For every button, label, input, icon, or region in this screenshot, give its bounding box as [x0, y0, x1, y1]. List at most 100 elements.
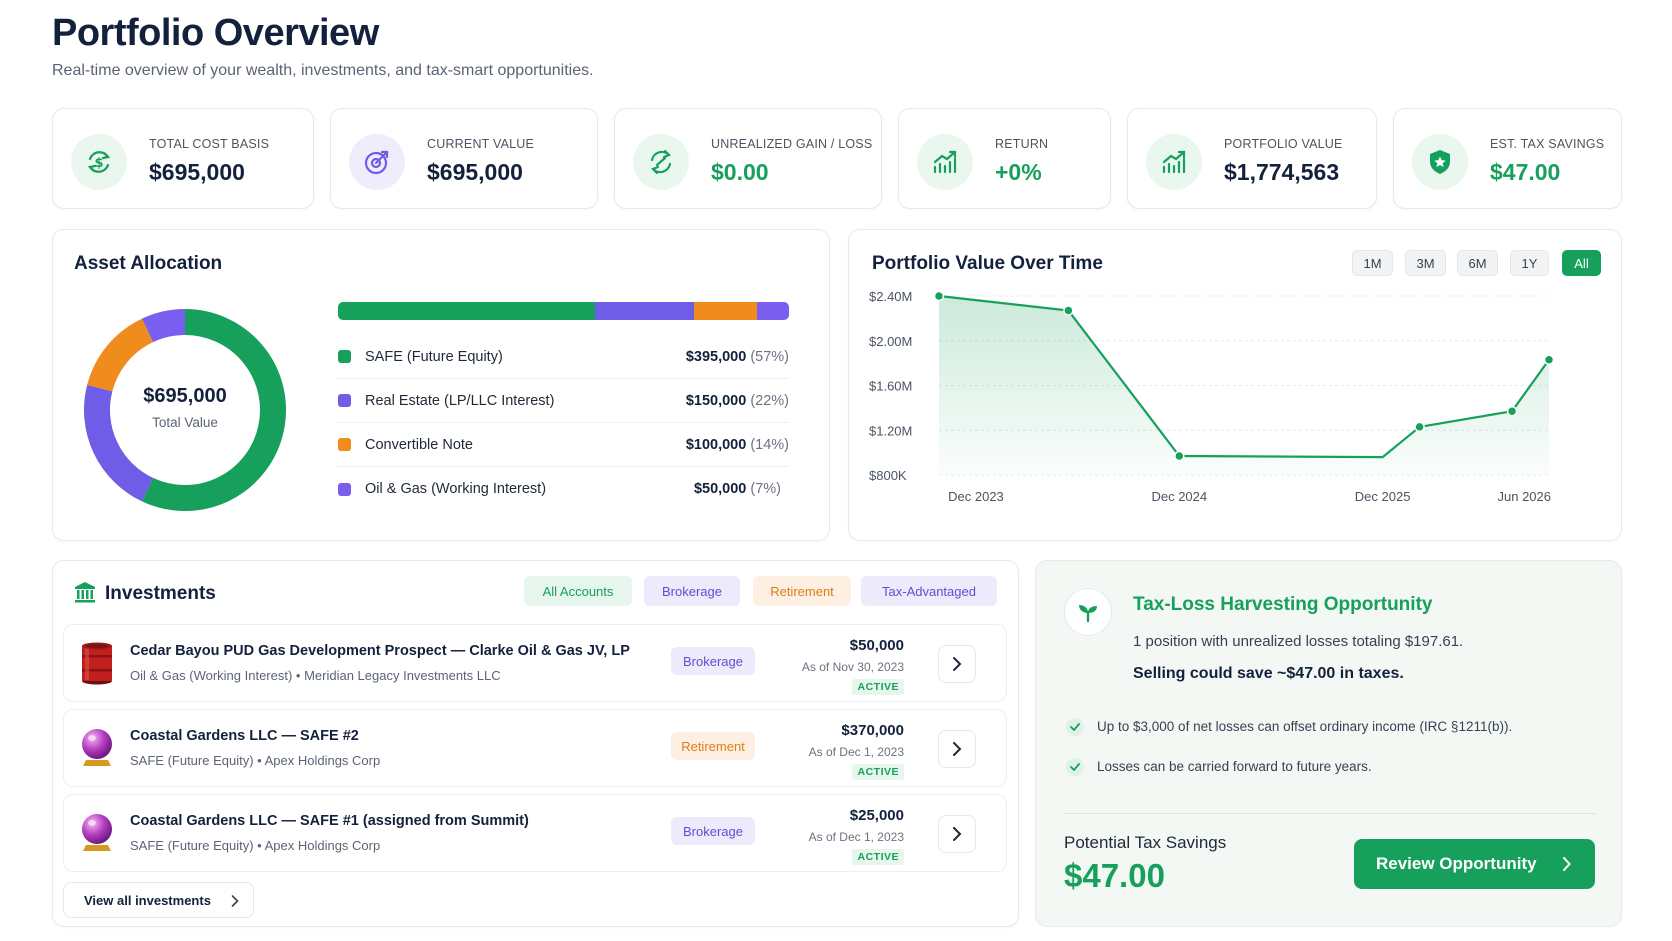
y-tick-label: $2.00M [869, 334, 912, 349]
allocation-value: $100,000 [685, 436, 747, 453]
y-tick-label: $2.40M [869, 289, 912, 304]
account-tag: Brokerage [671, 817, 755, 845]
allocation-value: $50,000 [693, 481, 747, 497]
range-button-3m[interactable]: 3M [1405, 250, 1446, 276]
tax-card-loss-summary: 1 position with unrealized losses totali… [1133, 633, 1464, 650]
data-point [1506, 405, 1518, 417]
stat-value: +0% [995, 159, 1042, 185]
stat-value: $1,774,563 [1224, 159, 1340, 185]
view-all-investments-button[interactable]: View all investments [63, 882, 254, 918]
stat-label: EST. TAX SAVINGS [1490, 137, 1605, 151]
allocation-pct: (14%) [750, 436, 789, 453]
investment-date: As of Dec 1, 2023 [808, 830, 904, 844]
data-point [1414, 421, 1425, 433]
trend-up-chart-icon [1146, 134, 1202, 190]
allocation-value: $395,000 [685, 348, 747, 365]
legend-swatch [338, 438, 351, 451]
review-opportunity-button[interactable]: Review Opportunity [1354, 839, 1595, 889]
data-point [1543, 354, 1555, 366]
y-tick-label: $1.60M [869, 379, 912, 394]
stat-label: CURRENT VALUE [427, 137, 535, 151]
shield-star-icon [1412, 134, 1468, 190]
investment-subtitle: Oil & Gas (Working Interest) • Meridian … [130, 668, 501, 683]
stat-card-total-cost-basis: $ TOTAL COST BASIS $695,000 [52, 108, 314, 209]
chevron-right-icon [953, 742, 962, 756]
allocation-row: Real Estate (LP/LLC Interest) $150,000 (… [336, 379, 789, 423]
legend-swatch [338, 394, 351, 407]
range-button-all[interactable]: All [1562, 250, 1601, 276]
allocation-donut [84, 309, 286, 511]
filter-all-accounts[interactable]: All Accounts [524, 576, 632, 606]
row-chevron-button[interactable] [938, 815, 976, 853]
investment-row[interactable]: Coastal Gardens LLC — SAFE #2 SAFE (Futu… [63, 709, 1007, 787]
investment-date: As of Nov 30, 2023 [801, 660, 904, 674]
stat-card-unrealized-gain: UNREALIZED GAIN / LOSS $0.00 [614, 108, 882, 209]
investment-amount: $370,000 [841, 722, 904, 739]
x-tick-label: Dec 2025 [1355, 489, 1411, 504]
tax-card-savings-summary: Selling could save ~$47.00 in taxes. [1133, 665, 1404, 682]
view-all-label: View all investments [84, 892, 211, 908]
potential-savings-value: $47.00 [1064, 857, 1165, 894]
tax-loss-harvesting-card: Tax-Loss Harvesting Opportunity 1 positi… [1035, 560, 1622, 927]
stat-card-portfolio-value: PORTFOLIO VALUE $1,774,563 [1127, 108, 1377, 209]
donut-segment [142, 309, 286, 511]
x-tick-label: Dec 2023 [948, 489, 1004, 504]
chevron-right-icon [1563, 857, 1571, 871]
allocation-label: SAFE (Future Equity) [365, 348, 503, 365]
legend-swatch [338, 482, 351, 496]
allocation-bar-segment [338, 302, 596, 320]
filter-brokerage[interactable]: Brokerage [644, 576, 740, 606]
allocation-bar-segment [757, 302, 789, 320]
stat-value: $695,000 [149, 159, 245, 185]
filter-tax-advantaged[interactable]: Tax-Advantaged [861, 576, 997, 606]
filter-retirement[interactable]: Retirement [753, 576, 851, 606]
allocation-bar-segment [694, 302, 758, 320]
page-subtitle: Real-time overview of your wealth, inves… [52, 62, 594, 79]
stat-label: PORTFOLIO VALUE [1224, 137, 1343, 151]
review-opportunity-label: Review Opportunity [1376, 854, 1537, 873]
donut-segment [84, 384, 154, 502]
area-fill [939, 296, 1549, 475]
row-chevron-button[interactable] [938, 730, 976, 768]
donut-total-label: Total Value [152, 415, 218, 430]
target-arrow-icon [349, 134, 405, 190]
investment-title: Coastal Gardens LLC — SAFE #1 (assigned … [130, 813, 529, 829]
stat-value: $47.00 [1490, 159, 1561, 185]
data-point [933, 290, 945, 302]
row-chevron-button[interactable] [938, 645, 976, 683]
x-tick-label: Dec 2024 [1151, 489, 1207, 504]
range-button-1m[interactable]: 1M [1352, 250, 1393, 276]
allocation-pct: (22%) [750, 392, 789, 409]
donut-segment [87, 318, 154, 392]
asset-allocation-card: Asset Allocation $695,000 Total Value SA… [52, 229, 830, 541]
chevron-right-icon [953, 657, 962, 671]
x-tick-label: Jun 2026 [1498, 489, 1552, 504]
allocation-label: Convertible Note [365, 436, 473, 453]
section-title: Asset Allocation [74, 253, 223, 274]
bank-icon [74, 581, 96, 608]
stat-card-est-tax-savings: EST. TAX SAVINGS $47.00 [1393, 108, 1622, 209]
sprout-icon [1064, 588, 1112, 636]
portfolio-value-chart-card: Portfolio Value Over Time 1M 3M 6M 1Y Al… [848, 229, 1622, 541]
page-title: Portfolio Overview [52, 12, 379, 54]
legend-swatch [338, 350, 351, 363]
stat-value: $0.00 [711, 159, 769, 185]
range-button-6m[interactable]: 6M [1457, 250, 1498, 276]
investments-card: Investments All Accounts Brokerage Retir… [52, 560, 1019, 927]
portfolio-value-line-chart: $2.40M $2.00M $1.60M $1.20M $800K Dec 2023 Dec… [869, 289, 1555, 504]
investment-row[interactable]: Cedar Bayou PUD Gas Development Prospect… [63, 624, 1007, 702]
crystal-ball-icon [80, 726, 114, 773]
stat-card-return: RETURN +0% [898, 108, 1111, 209]
allocation-bar-segment [595, 302, 695, 320]
tax-bullet: Losses can be carried forward to future … [1097, 759, 1372, 774]
range-button-1y[interactable]: 1Y [1510, 250, 1549, 276]
stat-label: RETURN [995, 137, 1049, 151]
investment-row[interactable]: Coastal Gardens LLC — SAFE #1 (assigned … [63, 794, 1007, 872]
stat-label: TOTAL COST BASIS [149, 137, 270, 151]
tax-bullet: Up to $3,000 of net losses can offset or… [1097, 719, 1513, 734]
chevron-right-icon [953, 827, 962, 841]
status-badge: ACTIVE [852, 679, 904, 695]
stat-card-current-value: CURRENT VALUE $695,000 [330, 108, 598, 209]
donut-segment [141, 309, 186, 343]
investment-subtitle: SAFE (Future Equity) • Apex Holdings Cor… [130, 838, 381, 853]
